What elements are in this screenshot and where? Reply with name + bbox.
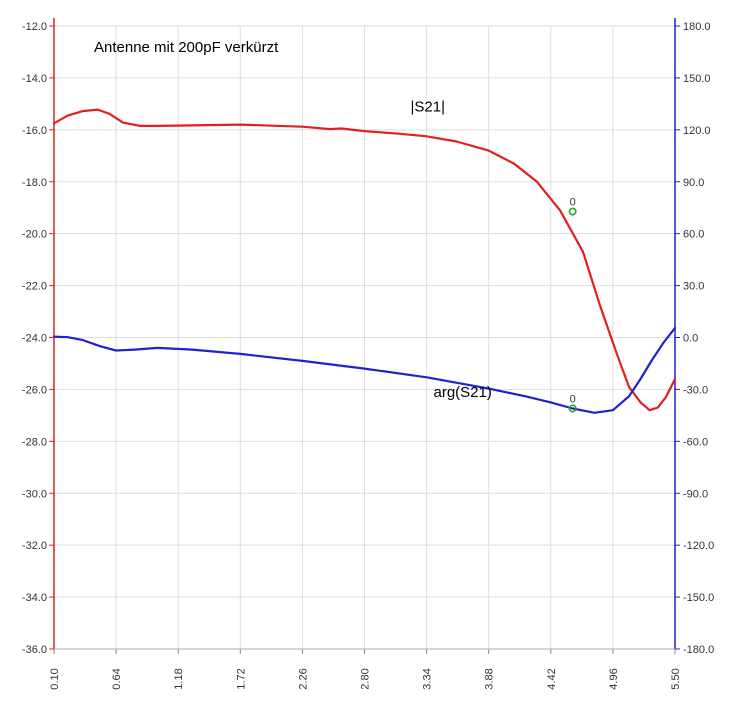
left-tick-label: -32.0 bbox=[22, 540, 47, 552]
right-tick-label: 180.0 bbox=[683, 21, 711, 33]
x-tick-label: 1.72 bbox=[235, 668, 247, 689]
x-tick-label: 3.88 bbox=[484, 668, 496, 689]
s21-magnitude-annotation: |S21| bbox=[411, 99, 445, 116]
x-tick-label: 4.96 bbox=[608, 668, 620, 689]
left-tick-label: -18.0 bbox=[22, 177, 47, 189]
chart-title: Antenne mit 200pF verkürzt bbox=[94, 39, 279, 56]
right-tick-label: -30.0 bbox=[683, 384, 708, 396]
markers: 00 bbox=[568, 197, 577, 413]
x-tick-label: 0.10 bbox=[49, 668, 61, 689]
x-tick-label: 3.34 bbox=[422, 668, 434, 689]
left-tick-label: -30.0 bbox=[22, 488, 47, 500]
right-tick-label: 0.0 bbox=[683, 333, 698, 345]
x-tick-label: 2.26 bbox=[297, 668, 309, 689]
arg-s21-annotation: arg(S21) bbox=[434, 384, 492, 401]
x-tick-label: 1.18 bbox=[173, 668, 185, 689]
right-tick-label: -60.0 bbox=[683, 436, 708, 448]
left-tick-label: -14.0 bbox=[22, 73, 47, 85]
left-tick-label: -26.0 bbox=[22, 384, 47, 396]
right-tick-label: 90.0 bbox=[683, 177, 704, 189]
axes: -12.0 -14.0 -16.0 -18.0 -20.0 -22.0 -24.0 -26.0… bbox=[22, 18, 714, 690]
series bbox=[52, 108, 677, 414]
marker-label: 0 bbox=[570, 393, 576, 405]
s21-magnitude-line bbox=[52, 108, 677, 412]
grid bbox=[54, 25, 675, 650]
left-tick-label: -22.0 bbox=[22, 281, 47, 293]
x-tick-label: 2.80 bbox=[360, 668, 372, 689]
right-tick-label: -120.0 bbox=[683, 540, 714, 552]
marker-label: 0 bbox=[570, 197, 576, 209]
right-tick-label: -90.0 bbox=[683, 488, 708, 500]
arg-s21-line bbox=[52, 326, 677, 414]
marker-point bbox=[568, 207, 577, 216]
x-tick-label: 4.42 bbox=[546, 668, 558, 689]
marker-point bbox=[568, 404, 577, 413]
right-tick-label: -150.0 bbox=[683, 592, 714, 604]
left-tick-label: -24.0 bbox=[22, 333, 47, 345]
text-labels: |S21| arg(S21) Antenne mit 200pF verkürzt bbox=[94, 39, 492, 401]
left-tick-label: -16.0 bbox=[22, 125, 47, 137]
right-tick-label: 30.0 bbox=[683, 281, 704, 293]
left-tick-label: -34.0 bbox=[22, 592, 47, 604]
x-tick-label: 0.64 bbox=[111, 668, 123, 689]
left-tick-label: -28.0 bbox=[22, 436, 47, 448]
right-tick-label: -180.0 bbox=[683, 644, 714, 656]
right-tick-label: 150.0 bbox=[683, 73, 711, 85]
left-tick-label: -12.0 bbox=[22, 21, 47, 33]
right-tick-label: 120.0 bbox=[683, 125, 711, 137]
x-tick-label: 5.50 bbox=[670, 668, 682, 689]
right-tick-label: 60.0 bbox=[683, 229, 704, 241]
left-tick-label: -20.0 bbox=[22, 229, 47, 241]
left-tick-label: -36.0 bbox=[22, 644, 47, 656]
